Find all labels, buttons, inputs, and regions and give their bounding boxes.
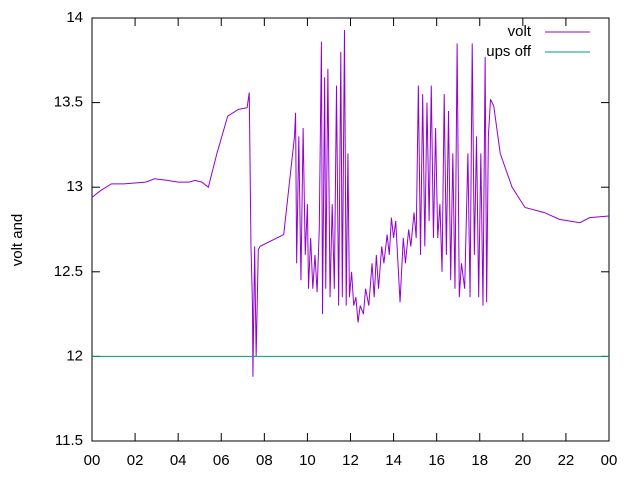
x-tick-label: 00 [601,452,618,469]
y-tick-label: 14 [66,9,83,26]
x-tick-label: 16 [428,452,445,469]
x-tick-label: 20 [514,452,531,469]
x-tick-label: 10 [299,452,316,469]
legend-label: ups off [486,43,532,60]
y-tick-label: 12.5 [54,263,83,280]
y-tick-label: 12 [66,347,83,364]
x-tick-label: 18 [471,452,488,469]
plot-frame [91,17,610,442]
x-tick-label: 14 [385,452,402,469]
x-tick-label: 02 [127,452,144,469]
y-tick-label: 11.5 [55,432,83,449]
line [91,29,610,377]
y-axis-label: volt and [9,214,26,267]
legend-label: volt [508,23,532,40]
x-tick-label: 12 [342,452,359,469]
x-tick-label: 06 [213,452,230,469]
x-tick-label: 22 [558,452,575,469]
x-tick-label: 04 [170,452,187,469]
x-tick-label: 00 [84,452,101,469]
y-tick-label: 13.5 [54,94,83,111]
x-tick-label: 08 [256,452,273,469]
y-tick-label: 13 [66,178,83,195]
